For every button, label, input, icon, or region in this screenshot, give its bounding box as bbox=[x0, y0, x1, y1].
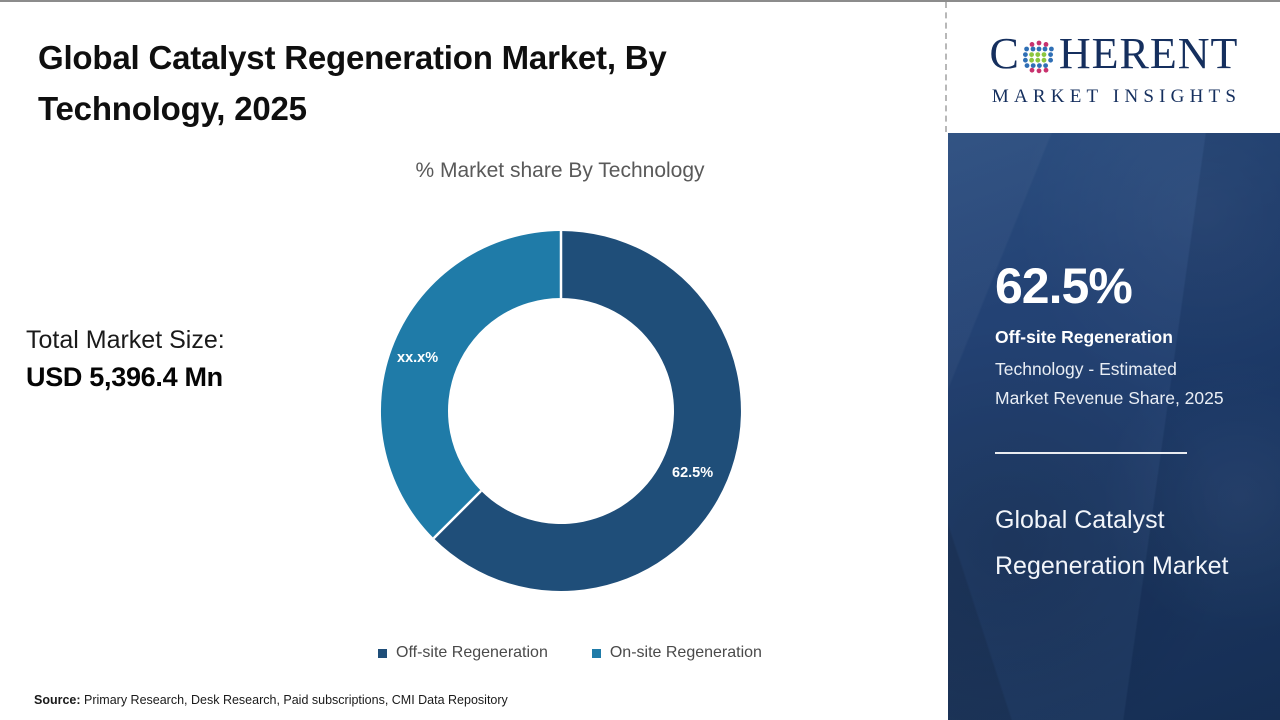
legend-label-off-site: Off-site Regeneration bbox=[396, 644, 548, 661]
stat-segment-name: Off-site Regeneration bbox=[995, 327, 1173, 347]
legend-item-off-site[interactable]: Off-site Regeneration bbox=[378, 644, 548, 662]
source-note: Source: Primary Research, Desk Research,… bbox=[34, 693, 508, 707]
donut-chart: xx.x% 62.5% bbox=[372, 222, 750, 600]
page-title: Global Catalyst Regeneration Market, By … bbox=[38, 39, 667, 128]
panel-content: 62.5% Off-site Regeneration Technology -… bbox=[995, 133, 1241, 720]
legend-swatch-icon bbox=[378, 648, 388, 658]
panel-background-texture bbox=[948, 133, 1280, 720]
donut-separator-lower-left bbox=[432, 490, 482, 540]
logo-subtitle: MARKET INSIGHTS bbox=[991, 85, 1242, 107]
legend-label-on-site: On-site Regeneration bbox=[609, 644, 762, 661]
stat-value: 62.5% bbox=[995, 258, 1133, 314]
source-prefix: Source: bbox=[34, 693, 81, 707]
total-market-size-value: USD 5,396.4 Mn bbox=[26, 362, 223, 393]
legend-item-on-site[interactable]: On-site Regeneration bbox=[591, 644, 762, 662]
donut-slice-off-site[interactable] bbox=[433, 231, 741, 591]
logo-letters-herent: HERENT bbox=[1058, 28, 1239, 78]
source-text: Primary Research, Desk Research, Paid su… bbox=[80, 693, 508, 707]
chart-legend: Off-site Regeneration On-site Regenerati… bbox=[360, 644, 780, 662]
total-market-size-label: Total Market Size: bbox=[26, 326, 225, 354]
logo-letter-c: C bbox=[989, 28, 1020, 78]
legend-swatch-icon bbox=[591, 648, 601, 658]
highlight-panel: 62.5% Off-site Regeneration Technology -… bbox=[948, 133, 1280, 720]
chart-subtitle: % Market share By Technology bbox=[415, 159, 705, 182]
donut-slice-on-site[interactable] bbox=[380, 230, 561, 539]
globe-dots-icon bbox=[1020, 37, 1058, 75]
panel-divider-rule bbox=[995, 452, 1187, 454]
vertical-dashed-divider bbox=[945, 2, 947, 132]
stat-description: Technology - Estimated Market Revenue Sh… bbox=[995, 359, 1224, 409]
top-border-rule bbox=[0, 0, 1280, 2]
donut-label-off-site: 62.5% bbox=[672, 465, 714, 481]
panel-market-name: Global Catalyst Regeneration Market bbox=[995, 506, 1229, 580]
donut-label-on-site: xx.x% bbox=[397, 350, 439, 366]
total-market-size-block: Total Market Size: USD 5,396.4 Mn bbox=[26, 322, 326, 397]
logo-wordmark: C bbox=[968, 30, 1260, 78]
brand-logo: C bbox=[948, 2, 1280, 133]
donut-chart-svg bbox=[380, 230, 741, 591]
logo-inner: C bbox=[968, 30, 1260, 106]
